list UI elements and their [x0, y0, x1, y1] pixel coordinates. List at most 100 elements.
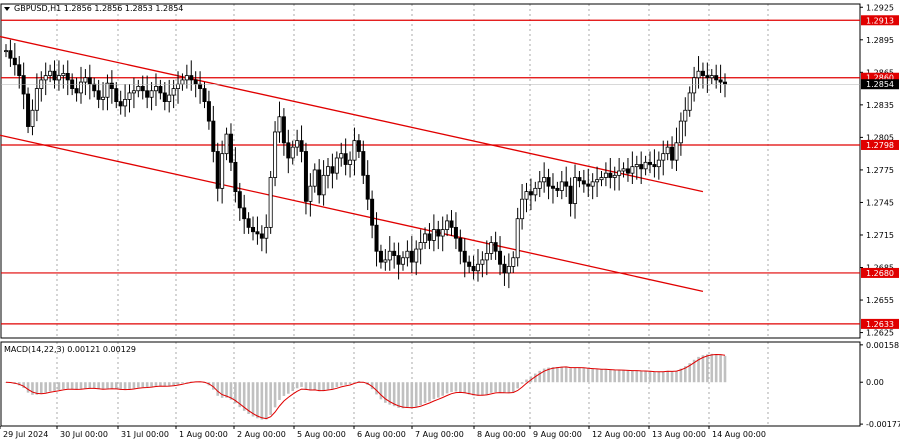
- candle-body: [145, 90, 150, 98]
- y-tick-label: 1.2805: [866, 133, 894, 142]
- macd-histogram-bar: [551, 367, 555, 383]
- candle-body: [555, 187, 560, 191]
- candle-body: [700, 70, 705, 76]
- candle-body: [674, 142, 679, 161]
- level-label-box: [861, 139, 899, 150]
- candle-body: [423, 233, 428, 243]
- y-tick-label: 1.2835: [866, 101, 894, 110]
- level-label-box: [861, 72, 899, 83]
- macd-histogram-bar: [714, 354, 718, 383]
- candle-body: [683, 109, 688, 122]
- macd-histogram-bar: [353, 381, 356, 383]
- macd-histogram-bar: [723, 355, 727, 383]
- level-label: 1.2913: [866, 16, 894, 25]
- macd-y-tick-label: 0.00158: [866, 341, 899, 350]
- macd-histogram-bar: [631, 370, 634, 383]
- macd-histogram-bar: [582, 368, 586, 383]
- channel-line[interactable]: [0, 35, 704, 193]
- level-label: 1.2633: [866, 320, 894, 329]
- macd-histogram-bar: [242, 382, 246, 411]
- candle-body: [92, 83, 97, 92]
- macd-histogram-bar: [304, 382, 308, 390]
- macd-histogram-bar: [485, 382, 489, 395]
- macd-histogram-bar: [719, 354, 722, 383]
- macd-histogram-bar: [88, 382, 92, 389]
- candle-body: [140, 86, 145, 92]
- candle-body: [714, 75, 719, 81]
- macd-histogram-bar: [511, 382, 515, 393]
- macd-histogram-bar: [313, 382, 317, 390]
- macd-histogram-bar: [679, 368, 683, 383]
- macd-histogram-bar: [542, 368, 546, 383]
- macd-histogram-bar: [66, 382, 70, 389]
- candle-body: [431, 229, 436, 241]
- candle-body: [242, 207, 247, 220]
- candle-body: [506, 266, 511, 274]
- candle-body: [273, 131, 278, 178]
- candle-body: [511, 257, 516, 267]
- candle-body: [612, 174, 617, 178]
- macd-histogram-bar: [617, 370, 621, 383]
- macd-histogram-bar: [145, 382, 149, 388]
- macd-histogram-bar: [472, 382, 475, 396]
- candle-body: [105, 82, 110, 98]
- macd-histogram-bar: [154, 382, 158, 386]
- macd-histogram-bar: [238, 382, 242, 408]
- candle-body: [436, 229, 441, 237]
- candle-body: [48, 70, 53, 76]
- macd-histogram-bar: [428, 382, 431, 402]
- candle-body: [65, 73, 70, 81]
- macd-histogram-bar: [591, 369, 594, 383]
- macd-histogram-bar: [410, 382, 414, 409]
- candle-body: [581, 180, 586, 185]
- candle-body: [489, 242, 494, 254]
- candle-body: [43, 75, 48, 81]
- channel-line[interactable]: [0, 134, 704, 293]
- macd-histogram-bar: [256, 382, 259, 419]
- y-tick-label: 1.2745: [866, 198, 894, 207]
- macd-y-tick-label: -0.00177: [866, 420, 900, 429]
- x-tick-label: 9 Aug 00:00: [533, 430, 582, 439]
- x-tick-label: 13 Aug 00:00: [652, 430, 706, 439]
- macd-histogram-bar: [44, 382, 47, 393]
- candle-body: [630, 166, 635, 174]
- candle-body: [400, 257, 405, 265]
- level-label: 1.2860: [866, 74, 894, 83]
- dropdown-triangle-icon[interactable]: [4, 7, 10, 11]
- macd-histogram-bar: [406, 382, 409, 408]
- candle-body: [453, 226, 458, 239]
- x-tick-label: 14 Aug 00:00: [712, 430, 766, 439]
- candle-body: [202, 88, 207, 102]
- candle-body: [299, 140, 304, 152]
- macd-histogram-bar: [538, 370, 542, 383]
- candle-body: [281, 116, 286, 144]
- candle-body: [374, 224, 379, 252]
- candle-body: [83, 77, 88, 83]
- candle-body: [131, 90, 136, 94]
- candle-body: [255, 231, 260, 235]
- x-tick-label: 5 Aug 00:00: [297, 430, 346, 439]
- candle-body: [723, 81, 728, 85]
- macd-histogram-bar: [534, 373, 537, 383]
- candle-body: [370, 198, 375, 226]
- candle-body: [74, 88, 79, 94]
- macd-histogram-bar: [247, 382, 250, 415]
- candle-body: [26, 93, 31, 127]
- level-label-box: [861, 15, 899, 26]
- macd-histogram-bar: [335, 382, 339, 388]
- candle-body: [348, 159, 353, 165]
- macd-histogram-bar: [348, 382, 352, 385]
- macd-histogram-bar: [26, 382, 30, 393]
- macd-histogram-bar: [622, 370, 625, 383]
- macd-histogram-bar: [39, 382, 43, 394]
- macd-histogram-bar: [176, 382, 180, 385]
- macd-histogram-bar: [379, 382, 383, 400]
- macd-histogram-bar: [375, 382, 378, 395]
- chart-header: GBPUSD,H1 1.2856 1.2856 1.2853 1.2854: [14, 4, 183, 13]
- macd-histogram-bar: [79, 382, 83, 390]
- candle-body: [78, 81, 83, 94]
- macd-histogram-bar: [322, 382, 325, 391]
- candle-body: [321, 174, 326, 196]
